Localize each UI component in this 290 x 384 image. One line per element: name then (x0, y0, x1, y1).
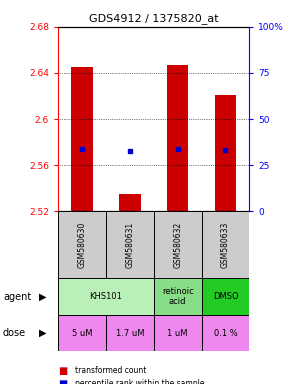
Text: agent: agent (3, 291, 31, 302)
Text: 1.7 uM: 1.7 uM (115, 329, 144, 338)
Text: ▶: ▶ (39, 328, 47, 338)
Bar (58, 315, 106, 351)
Text: dose: dose (3, 328, 26, 338)
Bar (58, 278, 154, 315)
Bar (167, 65, 189, 211)
Text: percentile rank within the sample: percentile rank within the sample (75, 379, 205, 384)
Bar (71, 67, 93, 211)
Text: ■: ■ (58, 366, 67, 376)
Text: DMSO: DMSO (213, 292, 238, 301)
Text: ■: ■ (58, 379, 67, 384)
Bar (106, 211, 154, 278)
Text: GSM580632: GSM580632 (173, 222, 182, 268)
Title: GDS4912 / 1375820_at: GDS4912 / 1375820_at (89, 13, 218, 24)
Text: retinoic
acid: retinoic acid (162, 287, 193, 306)
Text: ▶: ▶ (39, 291, 47, 302)
Text: GSM580633: GSM580633 (221, 222, 230, 268)
Bar (215, 95, 236, 211)
Text: GSM580630: GSM580630 (77, 222, 86, 268)
Bar (58, 211, 106, 278)
Text: 1 uM: 1 uM (167, 329, 188, 338)
Bar (154, 315, 202, 351)
Bar (202, 211, 249, 278)
Bar (202, 278, 249, 315)
Bar (154, 211, 202, 278)
Bar (154, 278, 202, 315)
Bar (106, 315, 154, 351)
Bar (202, 315, 249, 351)
Text: KHS101: KHS101 (89, 292, 122, 301)
Text: 5 uM: 5 uM (72, 329, 92, 338)
Text: transformed count: transformed count (75, 366, 147, 375)
Text: GSM580631: GSM580631 (125, 222, 134, 268)
Bar (119, 194, 141, 211)
Text: 0.1 %: 0.1 % (214, 329, 237, 338)
